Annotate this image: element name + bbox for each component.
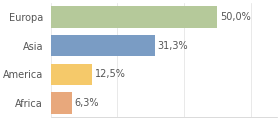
- Text: 12,5%: 12,5%: [95, 69, 126, 79]
- Text: 6,3%: 6,3%: [74, 98, 99, 108]
- Bar: [51, 6, 217, 28]
- Bar: [51, 35, 155, 56]
- Bar: [51, 64, 92, 85]
- Bar: [51, 92, 72, 114]
- Text: 31,3%: 31,3%: [158, 41, 188, 51]
- Text: 50,0%: 50,0%: [220, 12, 251, 22]
